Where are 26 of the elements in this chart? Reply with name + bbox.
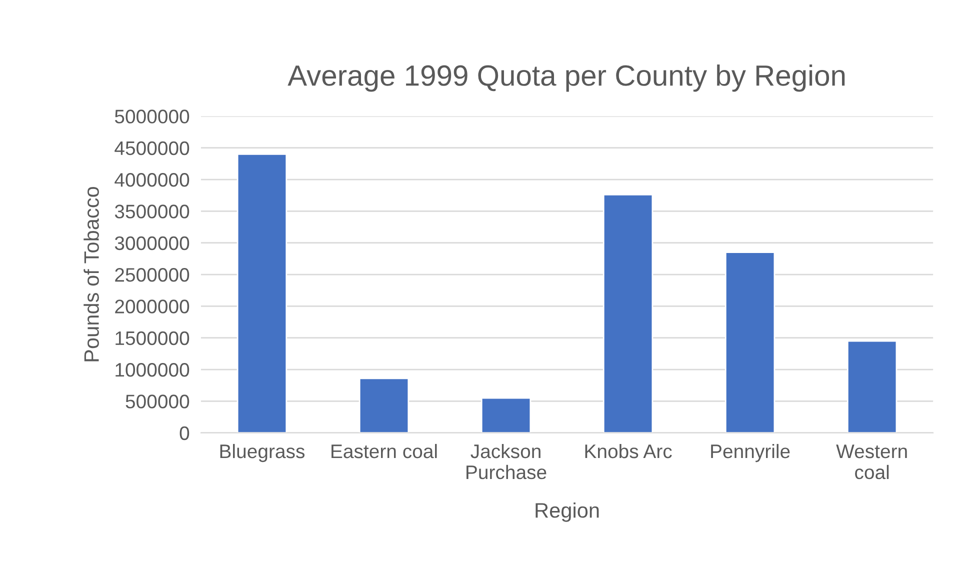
y-tick-label: 2500000 bbox=[115, 268, 190, 282]
y-tick-label: 1000000 bbox=[116, 362, 190, 377]
bar bbox=[236, 154, 288, 433]
chart-title: Average 1999 Quota per County by Region bbox=[288, 64, 845, 92]
x-tick-label: Western coal bbox=[836, 444, 907, 480]
x-tick-label: Eastern coal bbox=[332, 444, 437, 458]
y-tick-label: 1500000 bbox=[116, 331, 190, 346]
y-tick-label: 4500000 bbox=[114, 141, 190, 156]
x-tick-label: Bluegrass bbox=[220, 444, 305, 462]
x-axis-title: Region bbox=[536, 502, 599, 522]
x-tick-label: Pennyrile bbox=[711, 444, 790, 462]
y-tick-label: 0 bbox=[180, 426, 190, 440]
y-tick-label: 500000 bbox=[126, 394, 190, 408]
x-tick-label: Knobs Arc bbox=[585, 444, 672, 458]
y-tick-label: 4000000 bbox=[114, 172, 190, 187]
bar bbox=[846, 340, 898, 433]
bar bbox=[480, 397, 532, 433]
x-tick-label: Jackson Purchase bbox=[466, 444, 546, 480]
y-tick-label: 3000000 bbox=[114, 236, 190, 250]
y-tick-label: 2000000 bbox=[115, 300, 190, 314]
bar bbox=[358, 378, 410, 433]
bar bbox=[724, 252, 776, 433]
bar bbox=[602, 194, 654, 433]
y-tick-label: 5000000 bbox=[114, 110, 190, 124]
y-axis-title: Pounds of Tobacco bbox=[84, 186, 99, 362]
y-tick-label: 3500000 bbox=[114, 204, 190, 218]
